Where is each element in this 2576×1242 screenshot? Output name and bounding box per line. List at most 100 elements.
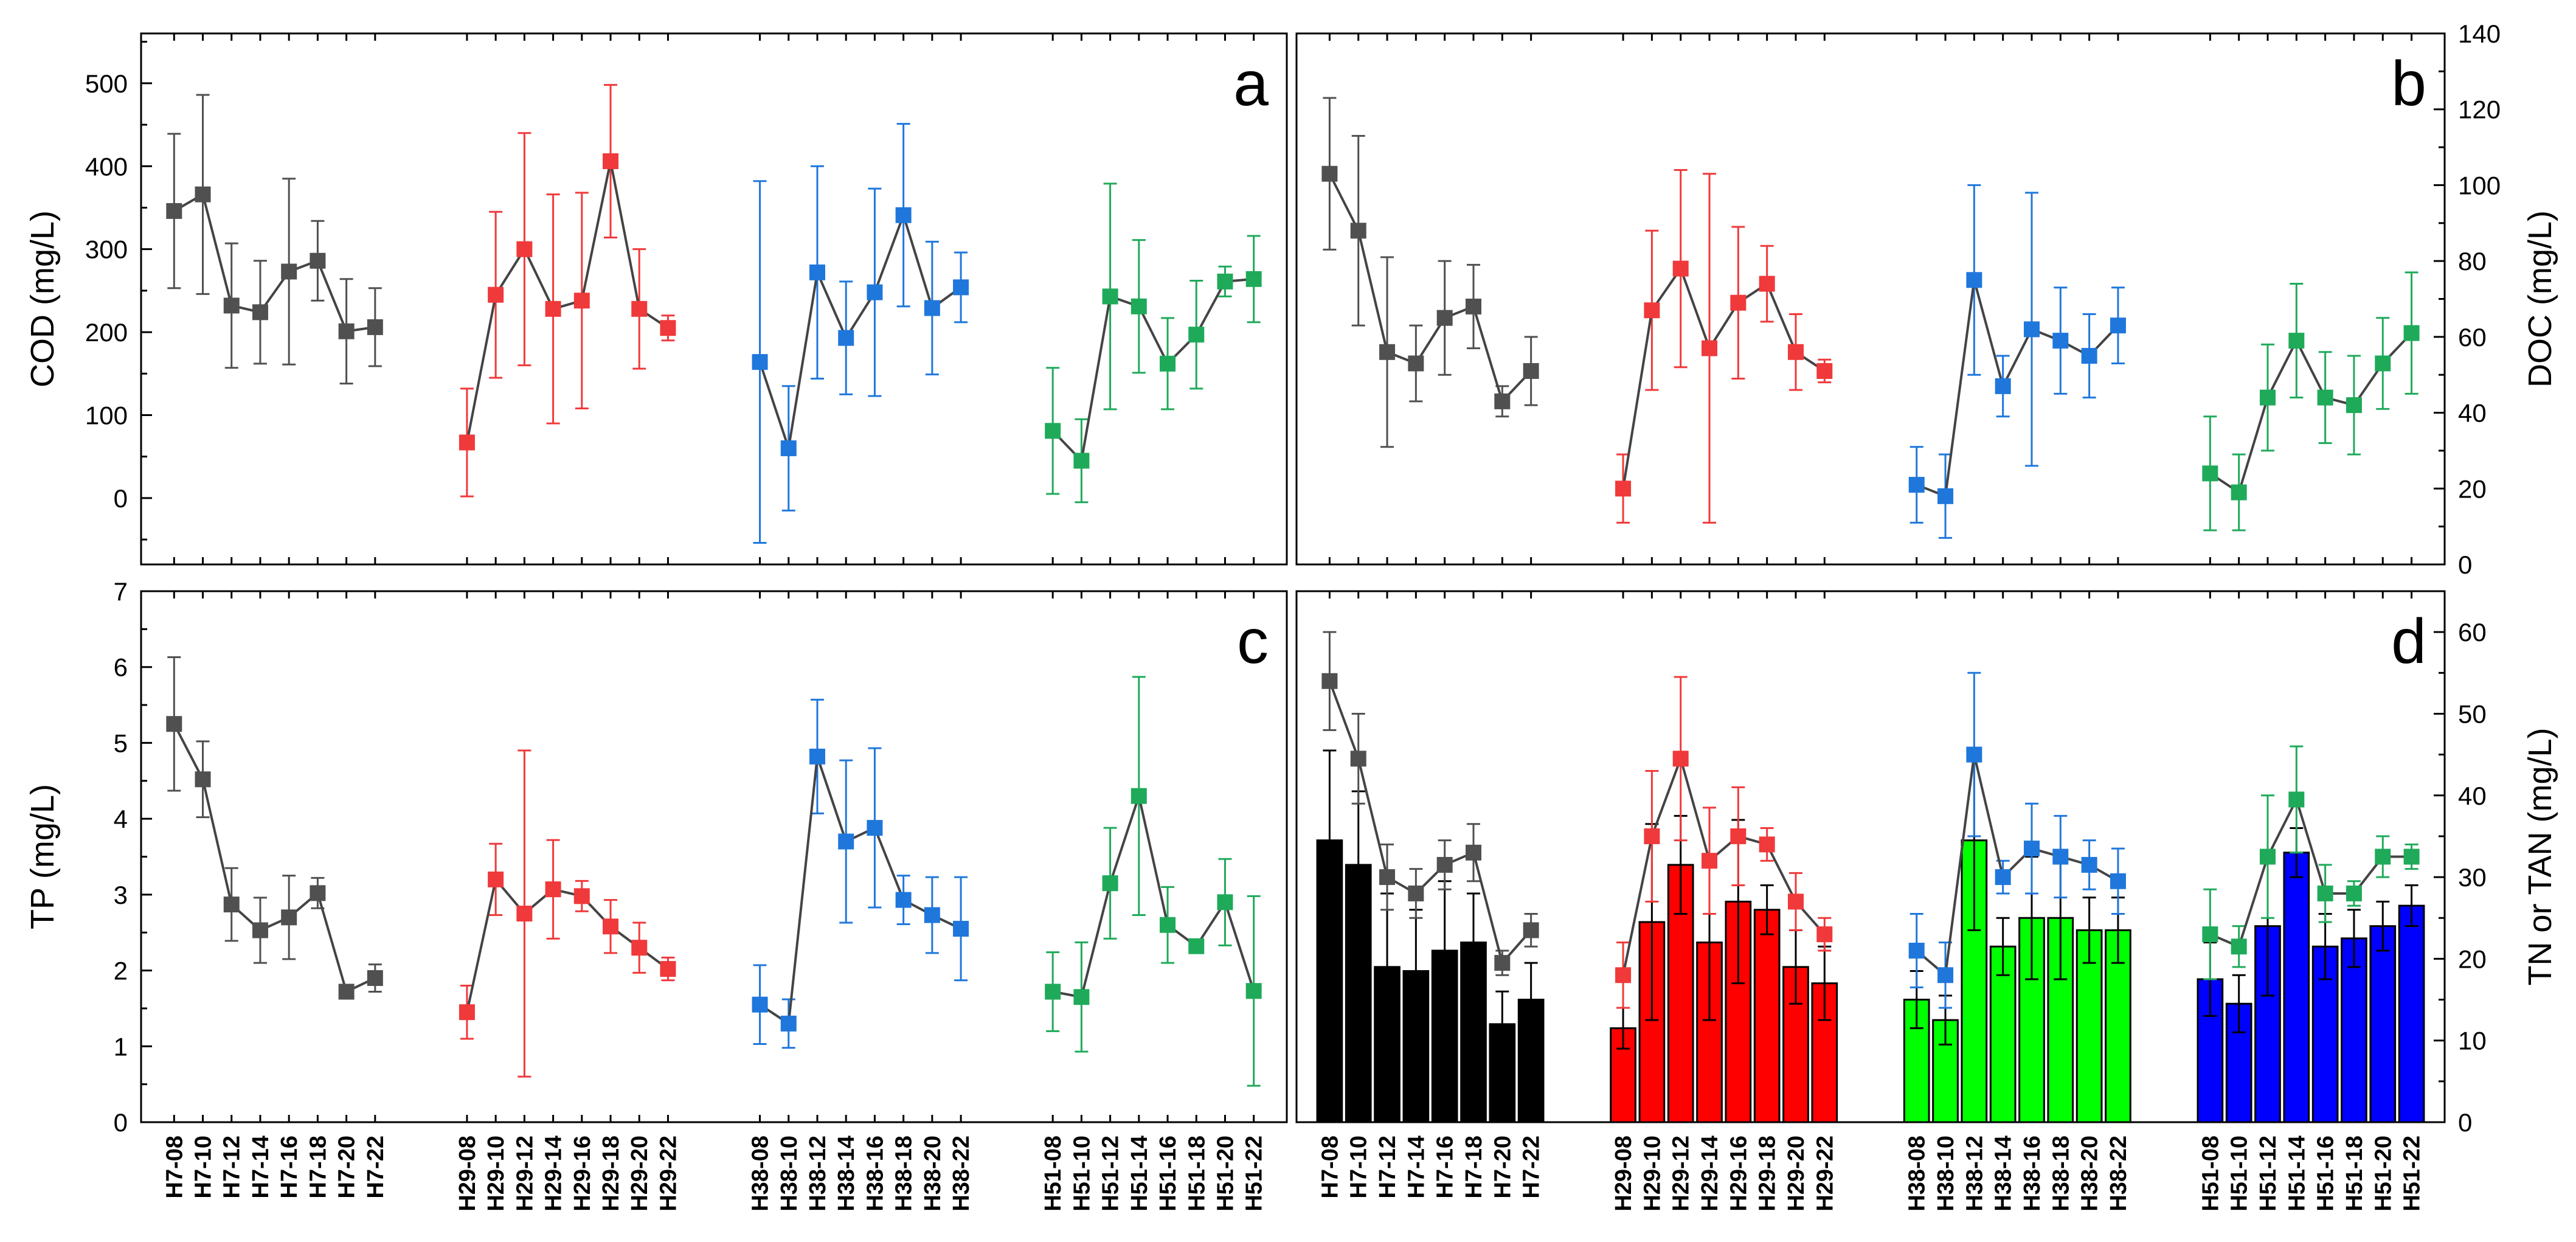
data-point-H7-08 bbox=[166, 203, 182, 219]
data-point-H29-08 bbox=[459, 434, 475, 451]
x-category-label: H29-22 bbox=[656, 1136, 681, 1212]
data-point-H51-12 bbox=[1102, 875, 1118, 892]
data-point-H29-20 bbox=[1787, 893, 1804, 910]
x-category-label: H51-08 bbox=[2198, 1136, 2223, 1212]
series-line-H38 bbox=[759, 756, 961, 1026]
x-category-label: H29-10 bbox=[1639, 1136, 1665, 1212]
x-category-label: H38-10 bbox=[1933, 1136, 1959, 1212]
data-point-H7-20 bbox=[1494, 393, 1511, 409]
x-category-label: H29-18 bbox=[598, 1136, 624, 1212]
x-category-label: H38-14 bbox=[1991, 1136, 2017, 1212]
data-point-H38-20 bbox=[924, 907, 940, 923]
data-point-H7-22 bbox=[1523, 922, 1539, 938]
x-category-label: H7-22 bbox=[363, 1136, 389, 1199]
data-point-H29-14 bbox=[545, 881, 561, 898]
data-point-H51-08 bbox=[2202, 465, 2218, 482]
data-point-H7-16 bbox=[1436, 310, 1453, 326]
data-point-H29-16 bbox=[573, 293, 590, 309]
series-line-H7 bbox=[173, 723, 376, 994]
x-category-label: H38-22 bbox=[2106, 1136, 2131, 1212]
x-category-label: H51-16 bbox=[1155, 1136, 1181, 1212]
data-point-H51-20 bbox=[1217, 273, 1233, 290]
x-category-label: H51-08 bbox=[1040, 1136, 1066, 1212]
y-tick-label: 0 bbox=[2458, 550, 2472, 579]
x-category-label: H7-16 bbox=[277, 1136, 302, 1199]
panel-letter: b bbox=[2391, 49, 2426, 119]
x-category-label: H51-20 bbox=[2370, 1136, 2396, 1212]
y-tick-label: 10 bbox=[2458, 1027, 2487, 1055]
bar-H29-18 bbox=[1753, 909, 1781, 1123]
x-category-label: H29-16 bbox=[570, 1136, 595, 1212]
y-tick-label: 20 bbox=[2458, 945, 2487, 973]
data-point-H38-22 bbox=[2110, 873, 2126, 889]
data-point-H51-22 bbox=[2403, 848, 2420, 865]
y-tick-label: 1 bbox=[114, 1032, 128, 1061]
bar-H51-14 bbox=[2283, 852, 2310, 1123]
data-point-H29-16 bbox=[573, 888, 590, 904]
data-point-H29-10 bbox=[1644, 302, 1660, 319]
x-category-label: H51-12 bbox=[2256, 1136, 2281, 1212]
data-point-H29-14 bbox=[1702, 340, 1718, 356]
y-tick-label: 100 bbox=[2458, 171, 2501, 199]
data-point-H29-18 bbox=[1759, 836, 1775, 853]
panel-letter: c bbox=[1237, 606, 1269, 677]
series-line-H29 bbox=[1622, 266, 1826, 489]
data-point-H38-18 bbox=[2052, 848, 2069, 865]
data-point-H38-22 bbox=[953, 279, 969, 296]
data-point-H38-14 bbox=[838, 833, 854, 850]
data-point-H51-14 bbox=[1130, 788, 1147, 804]
data-point-H7-18 bbox=[1466, 298, 1482, 314]
x-category-label: H29-08 bbox=[1611, 1136, 1636, 1212]
data-point-H7-12 bbox=[223, 897, 240, 913]
y-tick-label: 4 bbox=[114, 805, 128, 833]
x-category-label: H38-18 bbox=[892, 1136, 917, 1212]
bar-H29-08 bbox=[1610, 1027, 1636, 1123]
data-point-H51-20 bbox=[2375, 848, 2391, 865]
data-point-H38-10 bbox=[1937, 967, 1954, 984]
x-category-label: H51-22 bbox=[2400, 1136, 2425, 1212]
data-point-H7-16 bbox=[1436, 856, 1453, 873]
x-category-label: H38-20 bbox=[2077, 1136, 2103, 1212]
data-point-H7-20 bbox=[338, 323, 355, 339]
data-point-H51-12 bbox=[2259, 848, 2276, 865]
data-point-H29-14 bbox=[1702, 853, 1718, 869]
series-line-H51 bbox=[1051, 277, 1254, 463]
y-axis-title: TN or TAN (mg/L) bbox=[2522, 727, 2558, 985]
series-line-H7 bbox=[173, 192, 376, 333]
data-point-H51-08 bbox=[1045, 984, 1061, 1000]
data-point-H51-12 bbox=[1102, 288, 1118, 305]
data-point-H7-12 bbox=[223, 297, 240, 314]
data-point-H38-10 bbox=[780, 440, 797, 457]
data-point-H29-20 bbox=[631, 300, 648, 317]
data-point-H51-18 bbox=[1188, 938, 1205, 954]
data-point-H38-08 bbox=[752, 996, 768, 1013]
data-point-H29-22 bbox=[660, 961, 676, 977]
data-point-H7-10 bbox=[1350, 223, 1366, 239]
data-point-H29-08 bbox=[1615, 967, 1632, 984]
x-category-label: H7-22 bbox=[1519, 1136, 1545, 1199]
x-category-label: H38-18 bbox=[2048, 1136, 2074, 1212]
data-point-H38-10 bbox=[1937, 488, 1954, 504]
data-point-H38-16 bbox=[2023, 841, 2040, 857]
y-tick-label: 200 bbox=[85, 318, 128, 347]
data-point-H7-22 bbox=[1523, 363, 1539, 379]
x-category-label: H38-12 bbox=[805, 1136, 831, 1212]
data-point-H38-08 bbox=[752, 354, 768, 370]
x-category-label: H51-18 bbox=[2342, 1136, 2367, 1212]
x-category-label: H29-12 bbox=[512, 1136, 538, 1212]
data-point-H7-20 bbox=[1494, 955, 1511, 971]
x-category-label: H51-14 bbox=[2284, 1136, 2310, 1212]
data-point-H38-16 bbox=[867, 284, 883, 300]
panel-c: 0 1 2 3 4 5 6 7 TP (mg/L) c bbox=[24, 577, 1288, 1137]
data-point-H29-16 bbox=[1730, 828, 1747, 844]
data-point-H51-10 bbox=[2231, 484, 2247, 501]
data-point-H38-14 bbox=[838, 330, 854, 346]
y-tick-label: 120 bbox=[2458, 95, 2501, 124]
data-point-H7-08 bbox=[166, 716, 182, 732]
panel-letter: a bbox=[1233, 49, 1269, 119]
data-point-H38-16 bbox=[867, 820, 883, 836]
data-point-H38-18 bbox=[895, 207, 912, 223]
data-point-H29-22 bbox=[660, 320, 676, 336]
x-category-label: H38-12 bbox=[1962, 1136, 1987, 1212]
x-category-label: H38-16 bbox=[862, 1136, 888, 1212]
